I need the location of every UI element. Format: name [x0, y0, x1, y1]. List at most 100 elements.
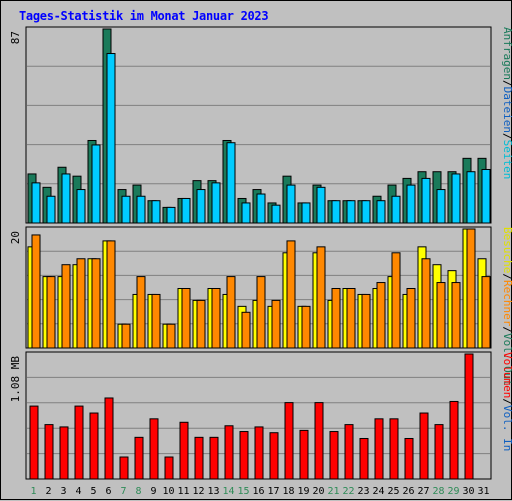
day-label-9: 9	[150, 486, 156, 497]
bar-dateien-day-16	[256, 193, 266, 224]
bar-dateien-day-14	[226, 142, 236, 224]
bar-rechner-day-1	[31, 234, 41, 349]
bar-rechner-day-26	[406, 288, 416, 349]
bar-rechner-day-16	[256, 276, 266, 349]
bar-rechner-day-24	[376, 282, 386, 349]
bar-rechner-day-17	[271, 299, 281, 349]
legend-middle-entry: Rechner	[501, 280, 512, 327]
bar-volumen-day-9	[149, 418, 159, 480]
legend-middle-entry: Besuche	[501, 227, 512, 273]
day-label-16: 16	[252, 486, 264, 497]
legend-top-entry: /	[501, 80, 512, 87]
bar-volumen-day-28	[434, 424, 444, 480]
bar-volumen-day-14	[224, 425, 234, 480]
day-label-19: 19	[297, 486, 309, 497]
bar-dateien-day-11	[181, 197, 191, 224]
bar-rechner-day-28	[436, 282, 446, 349]
bar-dateien-day-15	[241, 202, 251, 224]
bar-rechner-day-18	[286, 240, 296, 349]
legend-top-entry: Dateien	[501, 87, 512, 133]
legend-top: Anfragen/Dateien/Seiten	[501, 27, 512, 179]
bar-dateien-day-24	[376, 200, 386, 224]
day-label-15: 15	[237, 486, 249, 497]
bar-volumen-day-15	[239, 431, 249, 480]
day-label-31: 31	[477, 486, 489, 497]
panel-top-max-label: 87	[9, 31, 22, 44]
legend-top-entry: Anfragen	[501, 27, 512, 80]
bar-dateien-day-3	[61, 173, 71, 224]
day-label-7: 7	[120, 486, 126, 497]
bar-rechner-day-30	[466, 228, 476, 349]
day-label-23: 23	[357, 486, 369, 497]
bar-rechner-day-20	[316, 246, 326, 349]
day-label-26: 26	[402, 486, 414, 497]
bar-dateien-day-27	[421, 177, 431, 224]
day-label-5: 5	[90, 486, 96, 497]
bar-dateien-day-6	[106, 53, 116, 224]
bar-volumen-day-13	[209, 436, 219, 480]
day-label-3: 3	[60, 486, 66, 497]
day-label-11: 11	[177, 486, 189, 497]
day-label-8: 8	[135, 486, 141, 497]
bar-dateien-day-25	[391, 195, 401, 224]
day-label-14: 14	[222, 486, 234, 497]
bar-volumen-day-21	[329, 431, 339, 480]
legend-bottom-entry: /	[501, 398, 512, 405]
bar-dateien-day-10	[166, 206, 176, 224]
bar-rechner-day-4	[76, 258, 86, 349]
bar-dateien-day-23	[361, 200, 371, 224]
bar-volumen-day-20	[314, 402, 324, 480]
day-label-28: 28	[432, 486, 444, 497]
day-label-13: 13	[207, 486, 219, 497]
day-label-2: 2	[45, 486, 51, 497]
bar-volumen-day-18	[284, 402, 294, 480]
bar-rechner-day-22	[346, 288, 356, 349]
bar-rechner-day-9	[151, 293, 161, 349]
bar-dateien-day-8	[136, 195, 146, 224]
bar-rechner-day-31	[481, 276, 491, 349]
bar-dateien-day-31	[481, 168, 491, 224]
bar-dateien-day-12	[196, 189, 206, 224]
bar-rechner-day-11	[181, 288, 191, 349]
legend-top-entry: Seiten	[501, 140, 512, 180]
bar-dateien-day-26	[406, 184, 416, 224]
panel-bottom-max-label: 1.08 MB	[9, 356, 22, 403]
bar-volumen-day-4	[74, 405, 84, 480]
bar-dateien-day-17	[271, 204, 281, 224]
bar-volumen-day-16	[254, 426, 264, 480]
bar-volumen-day-23	[359, 437, 369, 480]
bar-rechner-day-12	[196, 299, 206, 349]
bar-dateien-day-2	[46, 195, 56, 224]
bar-rechner-day-7	[121, 323, 131, 349]
day-label-4: 4	[75, 486, 81, 497]
day-label-25: 25	[387, 486, 399, 497]
bar-dateien-day-28	[436, 189, 446, 224]
chart-title: Tages-Statistik im Monat Januar 2023	[19, 9, 269, 23]
bar-volumen-day-8	[134, 436, 144, 480]
bar-dateien-day-1	[31, 182, 41, 224]
bar-volumen-day-10	[164, 456, 174, 480]
bar-dateien-day-29	[451, 173, 461, 224]
bar-volumen-day-24	[374, 418, 384, 480]
legend-bottom: Volumen/Vol. In	[501, 352, 512, 451]
day-label-22: 22	[342, 486, 354, 497]
day-label-24: 24	[372, 486, 384, 497]
bar-volumen-day-3	[59, 426, 69, 480]
legend-bottom-entry: Volumen	[501, 352, 512, 398]
bar-dateien-day-4	[76, 189, 86, 224]
bar-volumen-day-26	[404, 437, 414, 480]
bar-dateien-day-20	[316, 186, 326, 224]
bar-volumen-day-19	[299, 429, 309, 480]
day-label-12: 12	[192, 486, 204, 497]
bar-dateien-day-5	[91, 144, 101, 224]
bar-dateien-day-13	[211, 182, 221, 224]
bar-rechner-day-13	[211, 288, 221, 349]
bar-volumen-day-5	[89, 412, 99, 480]
day-label-1: 1	[30, 486, 36, 497]
bar-dateien-day-7	[121, 195, 131, 224]
panel-middle-max-label: 20	[9, 231, 22, 244]
bar-volumen-day-11	[179, 421, 189, 480]
bar-dateien-day-19	[301, 202, 311, 224]
bar-rechner-day-23	[361, 293, 371, 349]
